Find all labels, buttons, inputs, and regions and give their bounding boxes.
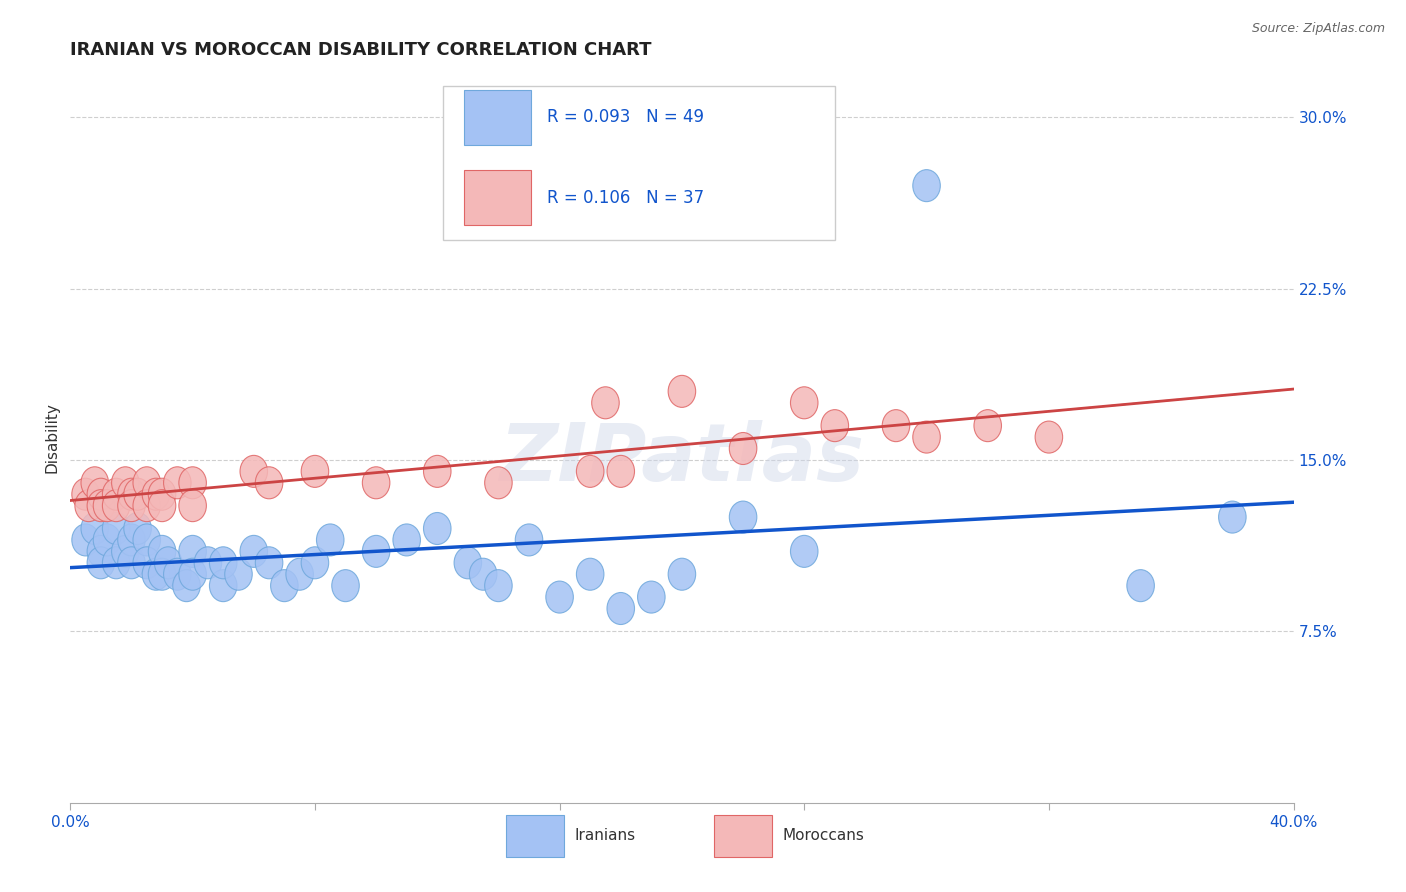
Ellipse shape bbox=[148, 478, 176, 510]
Text: R = 0.093   N = 49: R = 0.093 N = 49 bbox=[547, 108, 704, 126]
Ellipse shape bbox=[607, 456, 634, 487]
Ellipse shape bbox=[301, 456, 329, 487]
Text: Source: ZipAtlas.com: Source: ZipAtlas.com bbox=[1251, 22, 1385, 36]
Ellipse shape bbox=[87, 490, 115, 522]
Ellipse shape bbox=[111, 535, 139, 567]
Ellipse shape bbox=[240, 456, 267, 487]
Ellipse shape bbox=[148, 490, 176, 522]
Ellipse shape bbox=[75, 490, 103, 522]
Ellipse shape bbox=[93, 524, 121, 556]
Ellipse shape bbox=[142, 558, 170, 591]
Ellipse shape bbox=[134, 467, 160, 499]
Ellipse shape bbox=[1219, 501, 1246, 533]
Ellipse shape bbox=[485, 467, 512, 499]
Ellipse shape bbox=[730, 433, 756, 465]
Ellipse shape bbox=[821, 409, 849, 442]
Ellipse shape bbox=[134, 490, 160, 522]
FancyBboxPatch shape bbox=[464, 170, 531, 225]
Text: IRANIAN VS MOROCCAN DISABILITY CORRELATION CHART: IRANIAN VS MOROCCAN DISABILITY CORRELATI… bbox=[70, 41, 652, 59]
Ellipse shape bbox=[363, 535, 389, 567]
Ellipse shape bbox=[82, 467, 108, 499]
Ellipse shape bbox=[209, 570, 238, 601]
FancyBboxPatch shape bbox=[506, 814, 564, 857]
Ellipse shape bbox=[173, 570, 200, 601]
Ellipse shape bbox=[392, 524, 420, 556]
Ellipse shape bbox=[637, 581, 665, 613]
Ellipse shape bbox=[72, 478, 100, 510]
Ellipse shape bbox=[790, 387, 818, 419]
Text: ZIPatlas: ZIPatlas bbox=[499, 420, 865, 498]
FancyBboxPatch shape bbox=[714, 814, 772, 857]
Text: Iranians: Iranians bbox=[574, 828, 636, 843]
Ellipse shape bbox=[285, 558, 314, 591]
Ellipse shape bbox=[546, 581, 574, 613]
Ellipse shape bbox=[118, 490, 145, 522]
Ellipse shape bbox=[423, 456, 451, 487]
Ellipse shape bbox=[142, 478, 170, 510]
Ellipse shape bbox=[209, 547, 238, 579]
FancyBboxPatch shape bbox=[443, 86, 835, 240]
Ellipse shape bbox=[87, 478, 115, 510]
Ellipse shape bbox=[668, 558, 696, 591]
Ellipse shape bbox=[103, 513, 129, 544]
Ellipse shape bbox=[124, 478, 152, 510]
Ellipse shape bbox=[124, 513, 152, 544]
Ellipse shape bbox=[515, 524, 543, 556]
Ellipse shape bbox=[882, 409, 910, 442]
Ellipse shape bbox=[1126, 570, 1154, 601]
Ellipse shape bbox=[592, 387, 619, 419]
Ellipse shape bbox=[256, 547, 283, 579]
Ellipse shape bbox=[87, 547, 115, 579]
Ellipse shape bbox=[111, 467, 139, 499]
FancyBboxPatch shape bbox=[464, 90, 531, 145]
Ellipse shape bbox=[668, 376, 696, 408]
Ellipse shape bbox=[93, 490, 121, 522]
Ellipse shape bbox=[148, 535, 176, 567]
Y-axis label: Disability: Disability bbox=[44, 401, 59, 473]
Ellipse shape bbox=[240, 535, 267, 567]
Ellipse shape bbox=[134, 524, 160, 556]
Ellipse shape bbox=[118, 547, 145, 579]
Ellipse shape bbox=[72, 524, 100, 556]
Ellipse shape bbox=[118, 478, 145, 510]
Ellipse shape bbox=[974, 409, 1001, 442]
Ellipse shape bbox=[363, 467, 389, 499]
Ellipse shape bbox=[179, 535, 207, 567]
Ellipse shape bbox=[87, 535, 115, 567]
Ellipse shape bbox=[576, 456, 605, 487]
Ellipse shape bbox=[118, 524, 145, 556]
Ellipse shape bbox=[225, 558, 252, 591]
Ellipse shape bbox=[454, 547, 482, 579]
Ellipse shape bbox=[332, 570, 360, 601]
Ellipse shape bbox=[270, 570, 298, 601]
Ellipse shape bbox=[485, 570, 512, 601]
Text: Moroccans: Moroccans bbox=[782, 828, 865, 843]
Ellipse shape bbox=[179, 558, 207, 591]
Ellipse shape bbox=[912, 421, 941, 453]
Ellipse shape bbox=[103, 478, 129, 510]
Ellipse shape bbox=[103, 490, 129, 522]
Ellipse shape bbox=[730, 501, 756, 533]
Ellipse shape bbox=[423, 513, 451, 544]
Text: R = 0.106   N = 37: R = 0.106 N = 37 bbox=[547, 188, 704, 207]
Ellipse shape bbox=[790, 535, 818, 567]
Ellipse shape bbox=[607, 592, 634, 624]
Ellipse shape bbox=[163, 467, 191, 499]
Ellipse shape bbox=[194, 547, 222, 579]
Ellipse shape bbox=[316, 524, 344, 556]
Ellipse shape bbox=[82, 513, 108, 544]
Ellipse shape bbox=[163, 558, 191, 591]
Ellipse shape bbox=[155, 547, 181, 579]
Ellipse shape bbox=[1035, 421, 1063, 453]
Ellipse shape bbox=[179, 467, 207, 499]
Ellipse shape bbox=[256, 467, 283, 499]
Ellipse shape bbox=[179, 490, 207, 522]
Ellipse shape bbox=[103, 547, 129, 579]
Ellipse shape bbox=[912, 169, 941, 202]
Ellipse shape bbox=[470, 558, 496, 591]
Ellipse shape bbox=[301, 547, 329, 579]
Ellipse shape bbox=[148, 558, 176, 591]
Ellipse shape bbox=[134, 547, 160, 579]
Ellipse shape bbox=[576, 558, 605, 591]
